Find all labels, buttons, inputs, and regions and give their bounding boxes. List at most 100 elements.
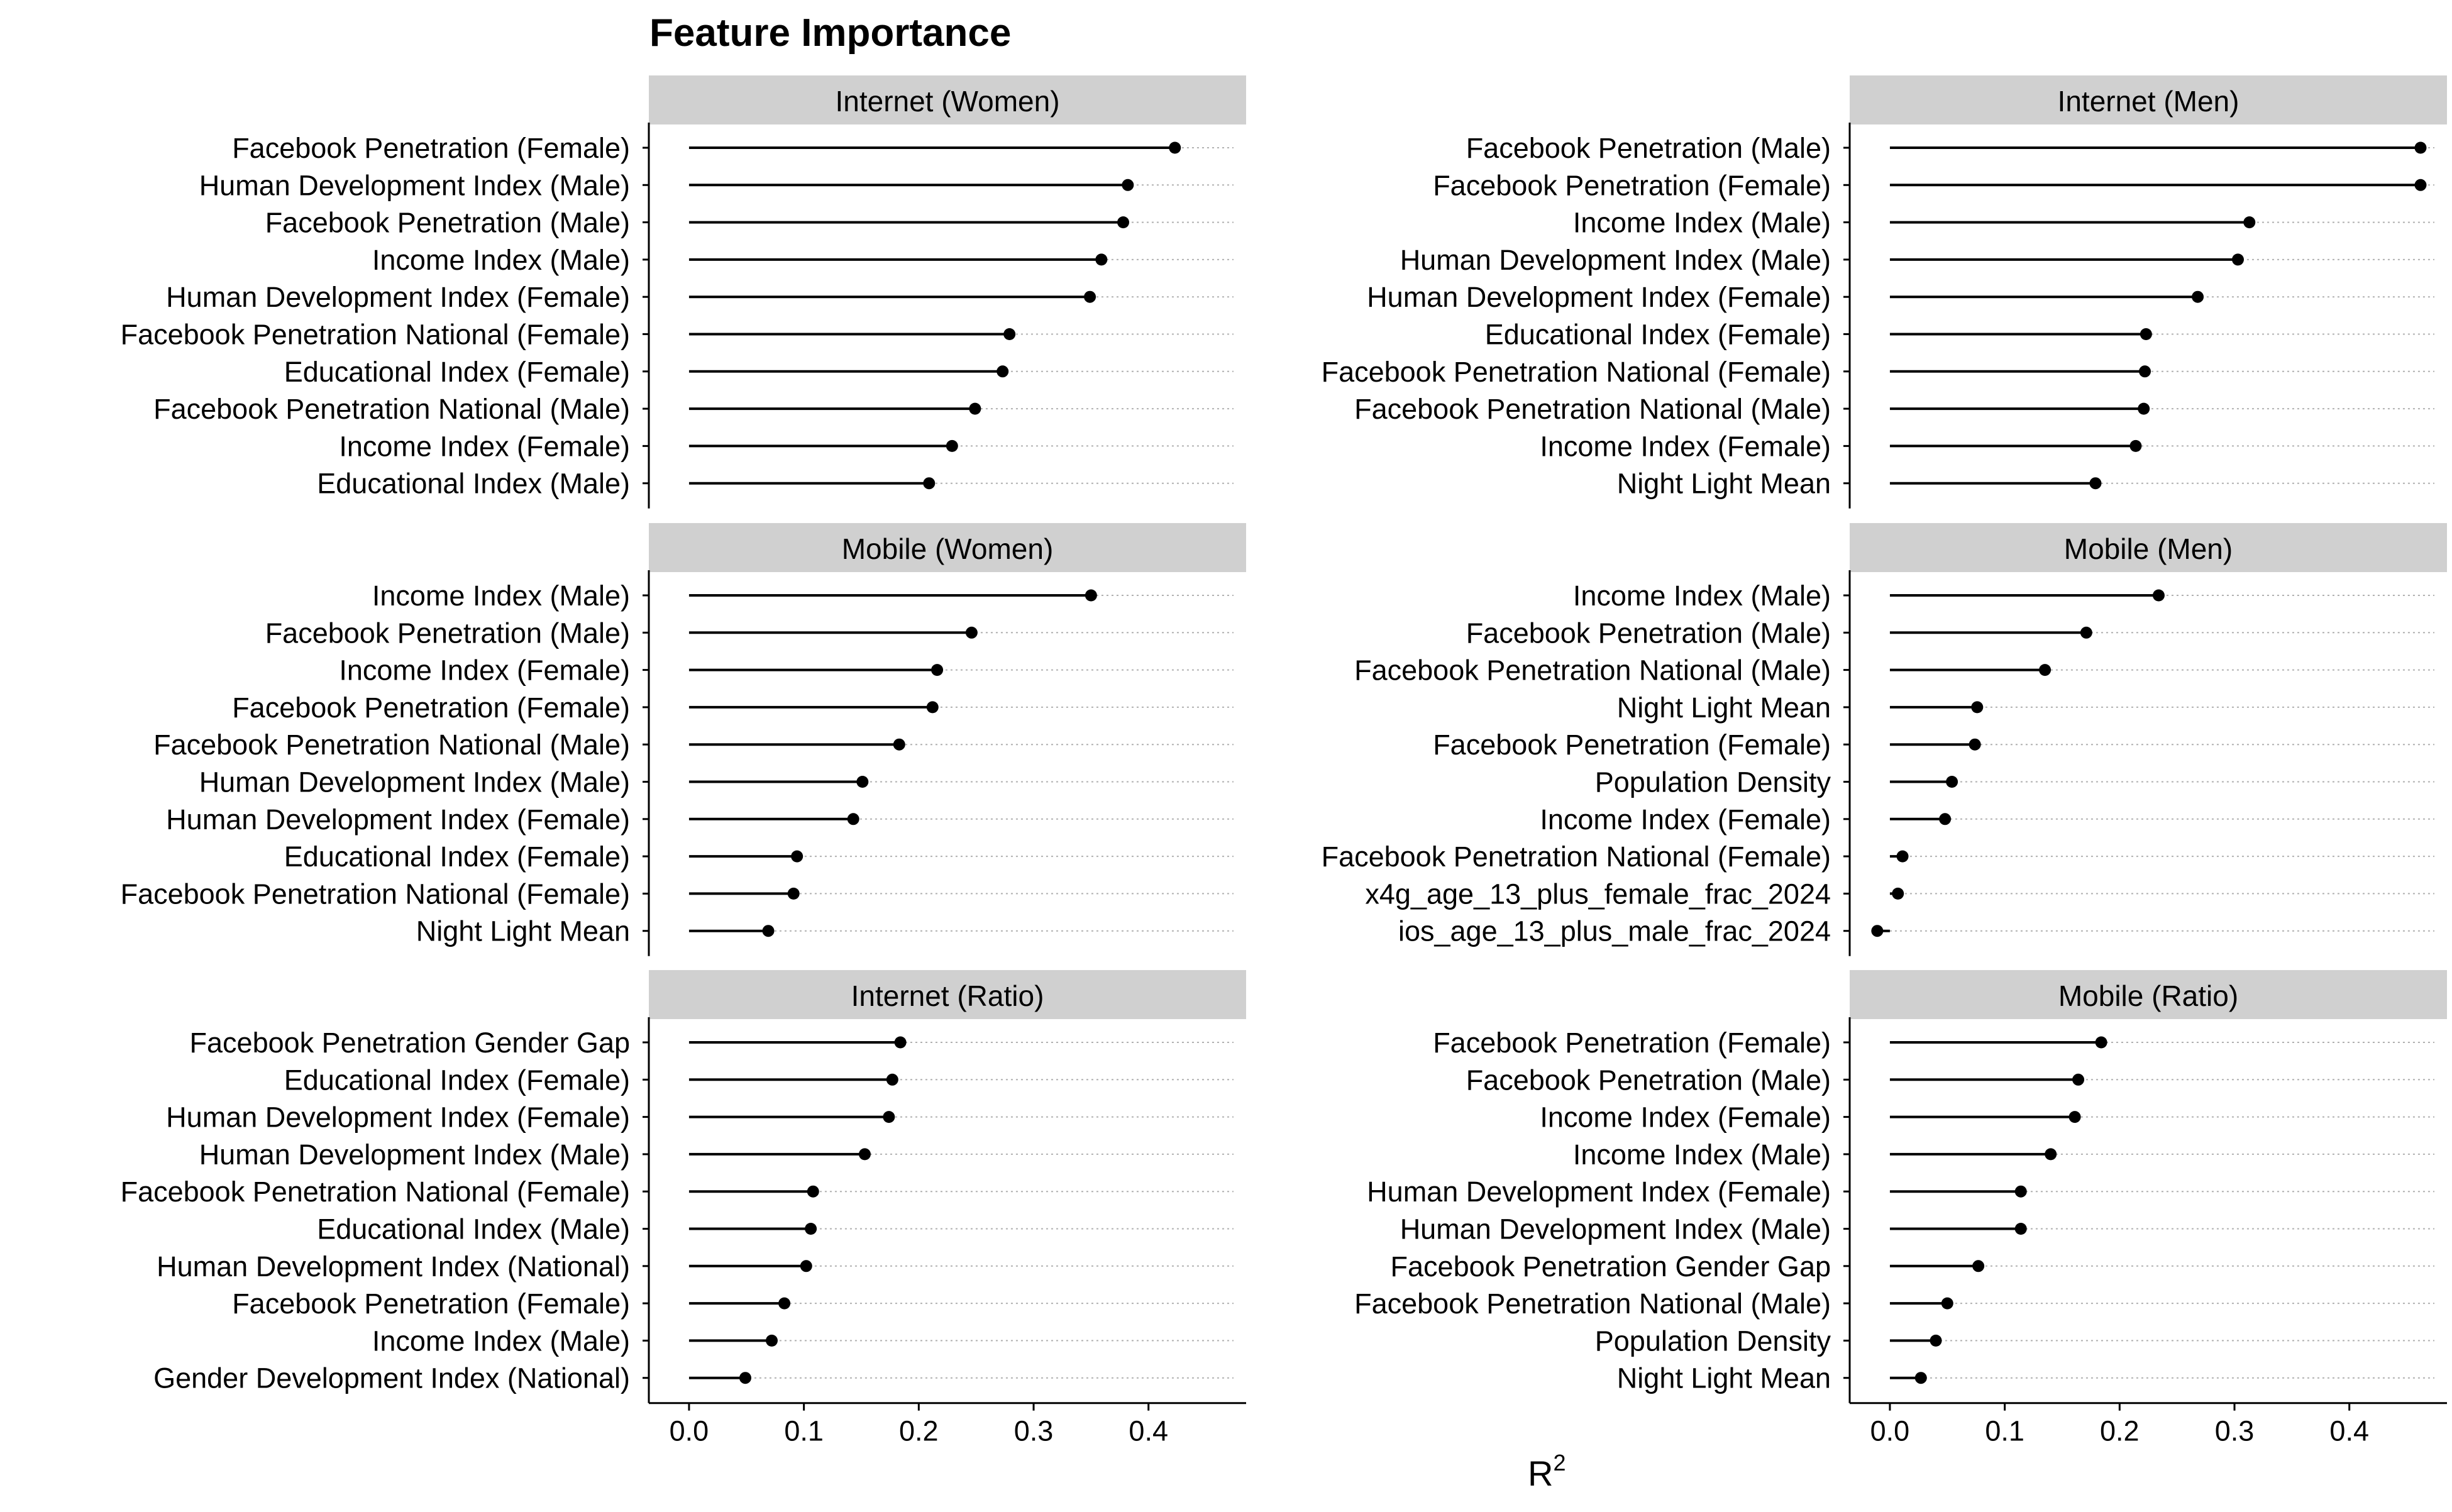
facet-panels: Internet (Women) Facebook Penetration (Fe… xyxy=(121,75,2447,1447)
chart-title: Feature Importance xyxy=(649,11,1011,55)
facet-strip-label: Mobile (Ratio) xyxy=(2058,979,2238,1012)
feature-label: Human Development Index (Female) xyxy=(1367,281,1831,313)
x-tick-label: 0.1 xyxy=(1985,1415,2024,1447)
lollipop-point xyxy=(2414,179,2427,191)
feature-label: Educational Index (Female) xyxy=(284,1064,630,1096)
feature-label: Human Development Index (Female) xyxy=(166,1101,630,1134)
x-axis-title-base: R xyxy=(1528,1454,1553,1493)
x-tick-label: 0.4 xyxy=(1129,1415,1168,1447)
feature-label: Facebook Penetration (Male) xyxy=(265,207,630,239)
lollipop-point xyxy=(856,776,869,788)
feature-label: Night Light Mean xyxy=(1617,468,1831,500)
lollipop-point xyxy=(1122,179,1134,191)
feature-label: Facebook Penetration (Female) xyxy=(1433,729,1831,761)
lollipop-point xyxy=(787,887,800,900)
feature-label: Facebook Penetration Gender Gap xyxy=(1391,1250,1831,1283)
facet-panel: Internet (Ratio) Facebook Penetration Gen… xyxy=(121,970,1246,1447)
lollipop-point xyxy=(2072,1073,2085,1086)
lollipop-point xyxy=(1946,776,1958,788)
facet-strip xyxy=(1850,970,2447,1019)
lollipop-point xyxy=(923,477,936,490)
lollipop-point xyxy=(2095,1036,2107,1049)
feature-label: Facebook Penetration (Male) xyxy=(1466,617,1831,649)
feature-label: Income Index (Male) xyxy=(1573,1139,1831,1171)
x-axis-title: R2 xyxy=(1528,1450,1566,1493)
lollipop-point xyxy=(2014,1223,2027,1235)
lollipop-point xyxy=(2014,1185,2027,1198)
feature-label: Facebook Penetration Gender Gap xyxy=(190,1027,630,1059)
facet-panel: Mobile (Women) Income Index (Male) Faceboo… xyxy=(121,523,1246,956)
facet-panel: Internet (Men) Facebook Penetration (Male… xyxy=(1322,75,2447,509)
feature-label: Facebook Penetration (Male) xyxy=(1466,1064,1831,1096)
lollipop-point xyxy=(2129,439,2142,452)
lollipop-point xyxy=(2068,1111,2081,1123)
feature-label: Income Index (Male) xyxy=(1573,207,1831,239)
feature-label: Educational Index (Male) xyxy=(317,468,630,500)
feature-label: Night Light Mean xyxy=(416,915,630,947)
x-tick-label: 0.3 xyxy=(1014,1415,1054,1447)
feature-label: Facebook Penetration National (Male) xyxy=(153,393,630,425)
feature-label: Income Index (Female) xyxy=(1540,1101,1831,1134)
feature-label: Facebook Penetration (Female) xyxy=(232,692,630,724)
feature-label: Facebook Penetration National (Female) xyxy=(121,319,630,351)
feature-label: Human Development Index (Male) xyxy=(199,766,630,798)
feature-label: Facebook Penetration (Female) xyxy=(232,1288,630,1320)
lollipop-point xyxy=(926,701,939,714)
lollipop-point xyxy=(997,365,1009,378)
lollipop-point xyxy=(2243,216,2256,229)
feature-label: Night Light Mean xyxy=(1617,692,1831,724)
lollipop-point xyxy=(791,850,804,863)
feature-label: Facebook Penetration National (Female) xyxy=(121,878,630,910)
facet-strip xyxy=(649,970,1246,1019)
lollipop-point xyxy=(1930,1334,1942,1347)
lollipop-point xyxy=(765,1334,778,1347)
feature-label: Income Index (Female) xyxy=(339,430,630,462)
feature-label: Night Light Mean xyxy=(1617,1362,1831,1394)
feature-label: Human Development Index (Male) xyxy=(199,1139,630,1171)
feature-label: Facebook Penetration (Female) xyxy=(1433,1027,1831,1059)
x-axis-title-superscript: 2 xyxy=(1553,1450,1566,1476)
feature-label: Facebook Penetration National (Male) xyxy=(1354,654,1831,687)
lollipop-point xyxy=(1972,1260,1985,1272)
feature-label: Gender Development Index (National) xyxy=(153,1362,630,1394)
facet-strip-label: Mobile (Women) xyxy=(842,533,1054,565)
feature-label: Facebook Penetration National (Female) xyxy=(121,1176,630,1208)
feature-label: Human Development Index (Male) xyxy=(1400,1213,1831,1245)
x-tick-label: 0.0 xyxy=(670,1415,709,1447)
facet-strip xyxy=(1850,523,2447,572)
facet-strip-label: Internet (Women) xyxy=(835,85,1059,118)
lollipop-point xyxy=(1084,290,1096,303)
feature-label: Educational Index (Female) xyxy=(1485,319,1831,351)
lollipop-point xyxy=(894,1036,907,1049)
feature-label: Human Development Index (Male) xyxy=(1400,244,1831,276)
lollipop-point xyxy=(2152,589,2165,602)
lollipop-point xyxy=(2089,477,2102,490)
feature-label: Educational Index (Female) xyxy=(284,356,630,388)
feature-label: Human Development Index (Female) xyxy=(1367,1176,1831,1208)
facet-panel: Mobile (Men) Income Index (Male) Facebook … xyxy=(1322,523,2447,956)
feature-label: Human Development Index (Male) xyxy=(199,169,630,201)
lollipop-point xyxy=(1095,253,1108,266)
feature-label: Human Development Index (National) xyxy=(157,1250,630,1283)
lollipop-point xyxy=(1003,328,1016,340)
feature-label: Income Index (Female) xyxy=(1540,430,1831,462)
lollipop-point xyxy=(1117,216,1130,229)
lollipop-point xyxy=(1896,850,1909,863)
lollipop-point xyxy=(969,402,981,415)
feature-label: Human Development Index (Female) xyxy=(166,803,630,836)
lollipop-point xyxy=(1941,1297,1953,1310)
feature-label: Facebook Penetration (Female) xyxy=(1433,169,1831,201)
x-tick-label: 0.0 xyxy=(1870,1415,1910,1447)
feature-label: Facebook Penetration (Male) xyxy=(1466,132,1831,164)
facet-strip-label: Internet (Ratio) xyxy=(851,979,1044,1012)
lollipop-point xyxy=(965,626,978,639)
feature-label: Income Index (Male) xyxy=(1573,580,1831,612)
facet-panel: Internet (Women) Facebook Penetration (Fe… xyxy=(121,75,1246,509)
lollipop-point xyxy=(778,1297,791,1310)
lollipop-point xyxy=(1871,925,1884,937)
lollipop-point xyxy=(2192,290,2204,303)
facet-strip xyxy=(649,75,1246,124)
lollipop-point xyxy=(931,664,944,676)
x-tick-label: 0.2 xyxy=(899,1415,939,1447)
